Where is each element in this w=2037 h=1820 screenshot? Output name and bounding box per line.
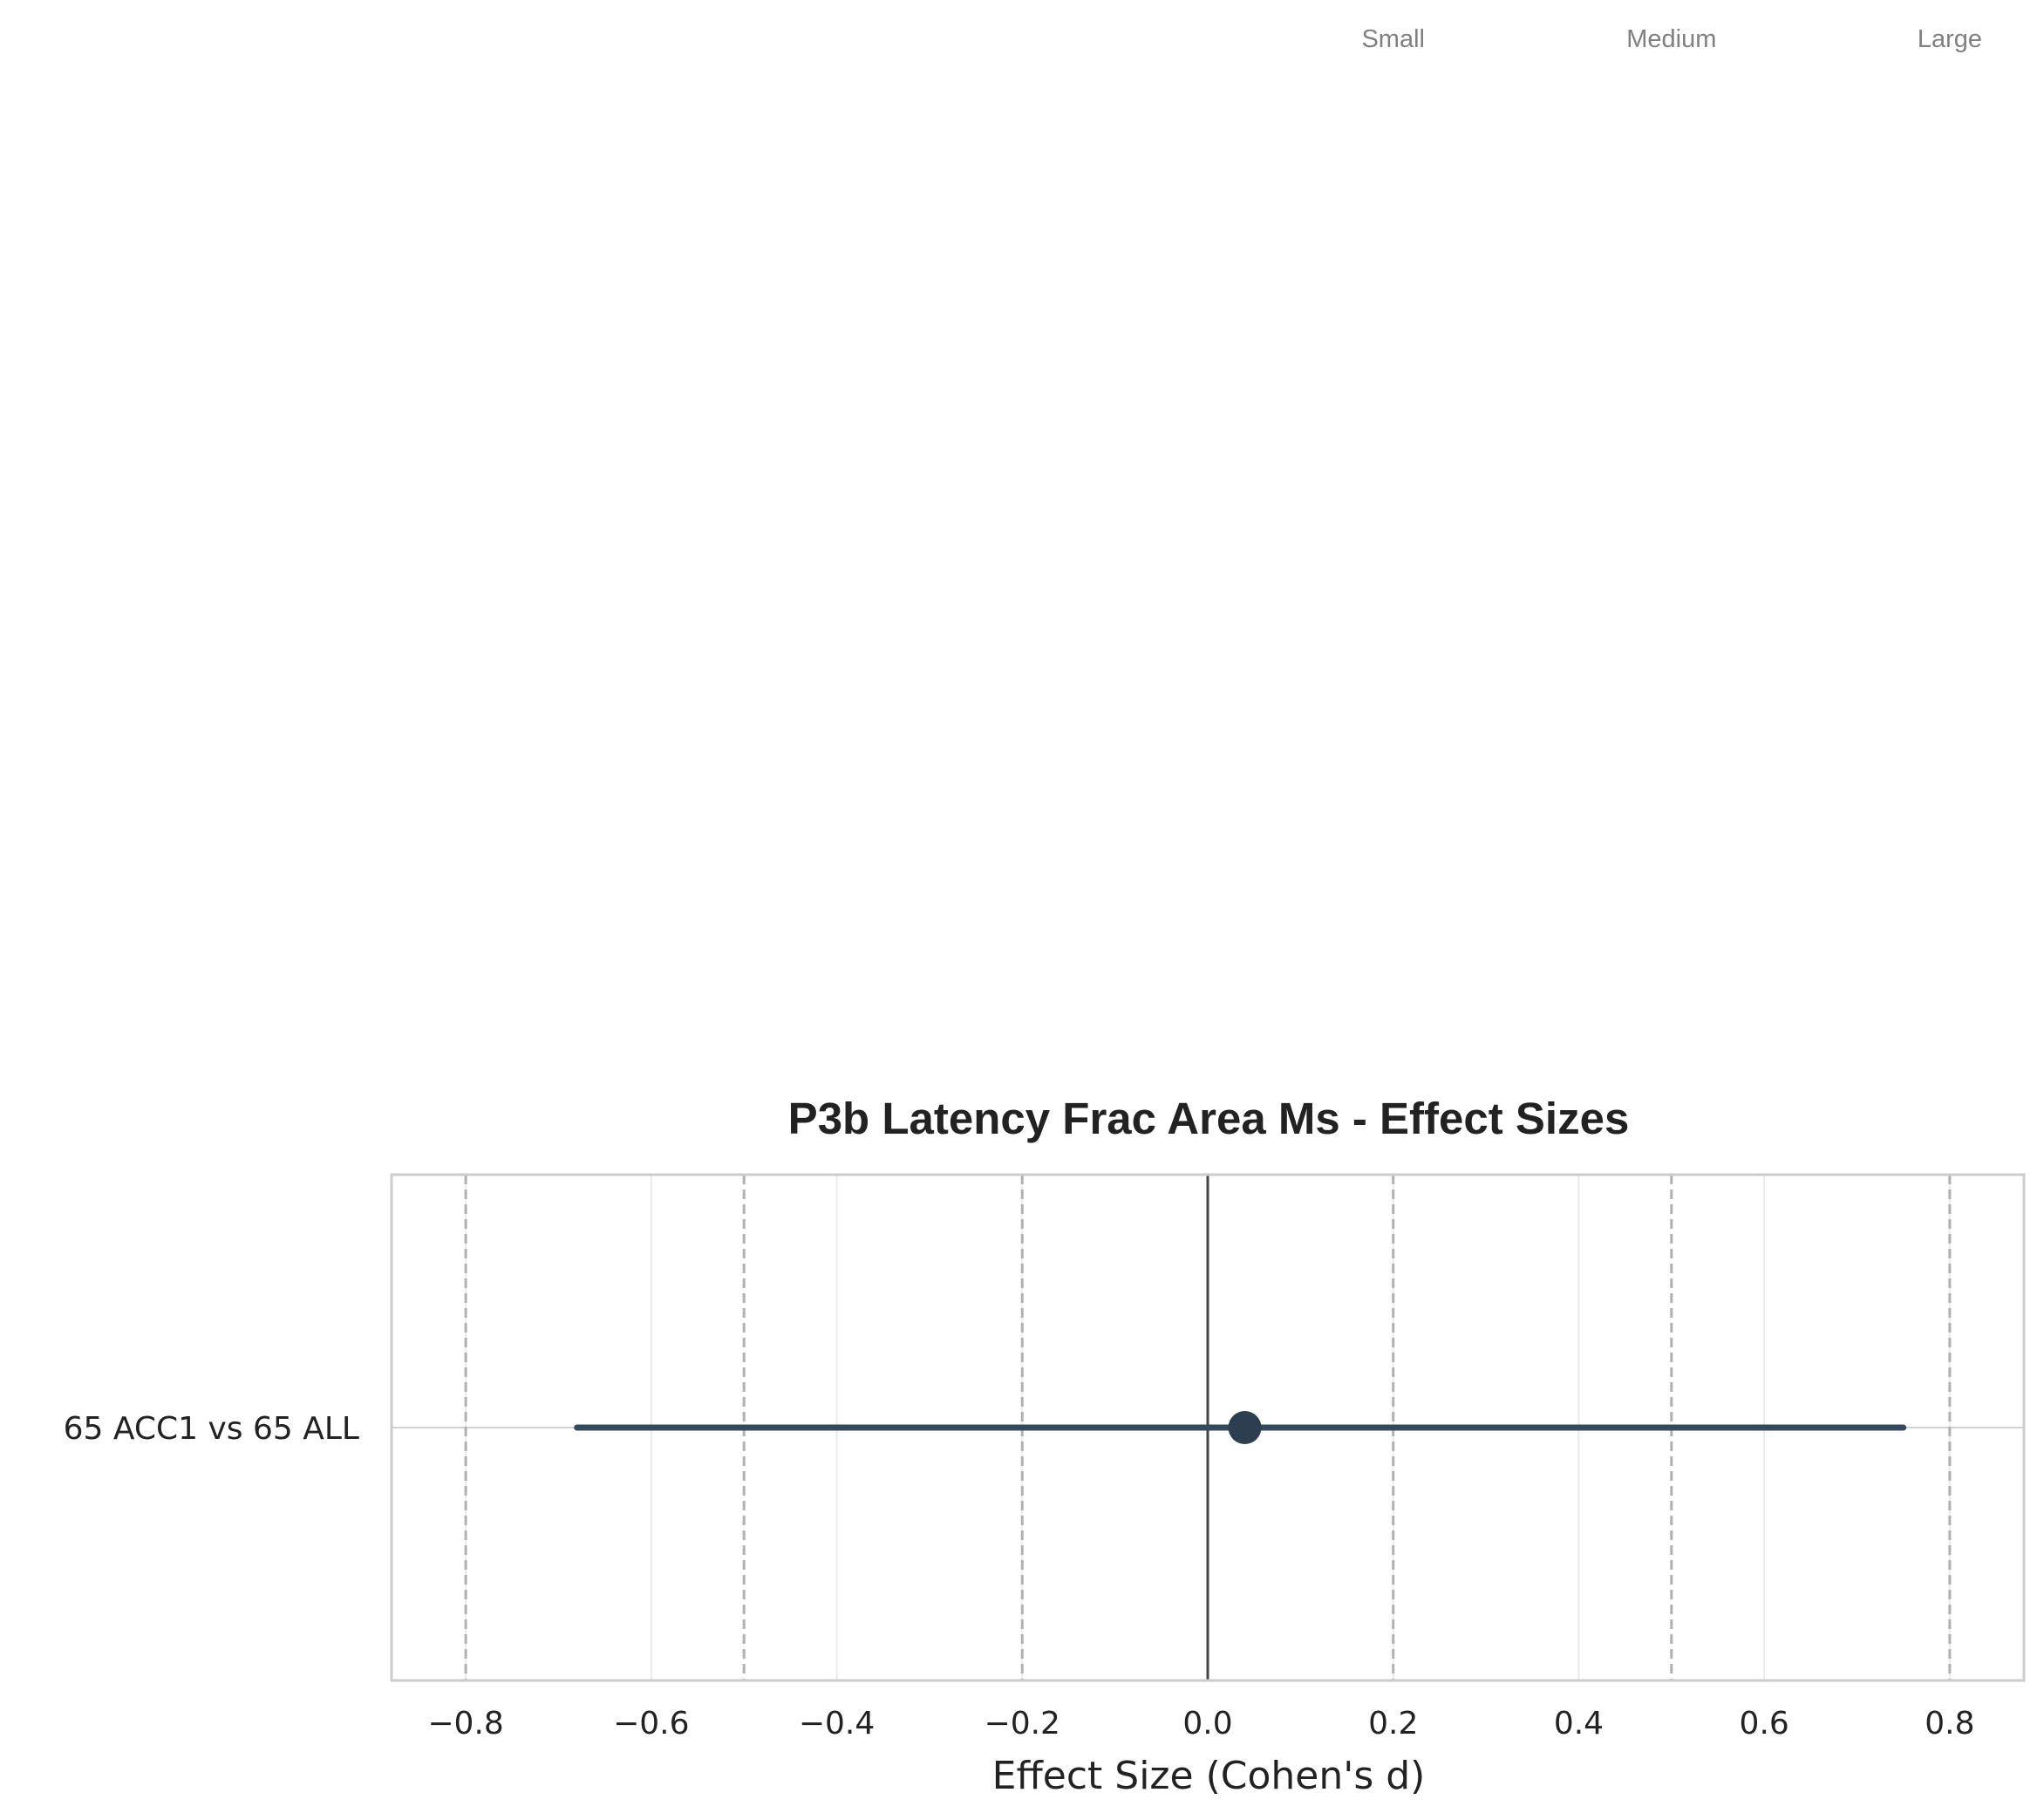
effect-size-point <box>1228 1411 1262 1444</box>
x-tick-label: −0.2 <box>984 1706 1060 1742</box>
x-tick-label: 0.2 <box>1368 1706 1418 1742</box>
threshold-labels: Small Medium Large <box>1361 25 1982 53</box>
plot-frame <box>390 1173 2026 1682</box>
x-axis-label: Effect Size (Cohen's d) <box>992 1754 1426 1798</box>
x-tick-label: 0.8 <box>1925 1706 1974 1742</box>
y-category-labels: 65 ACC1 vs 65 ALL <box>64 1411 359 1447</box>
x-tick-label: −0.4 <box>799 1706 875 1742</box>
x-tick-label: 0.0 <box>1182 1706 1232 1742</box>
data-marks <box>574 1175 1907 1680</box>
x-tick-labels: −0.8 −0.6 −0.4 −0.2 0.0 0.2 0.4 0.6 0.8 <box>427 1706 1974 1742</box>
chart-title: P3b Latency Frac Area Ms - Effect Sizes <box>788 1094 1630 1143</box>
threshold-label: Medium <box>1626 25 1716 53</box>
x-tick-label: −0.6 <box>613 1706 689 1742</box>
threshold-label: Large <box>1918 25 1982 53</box>
x-tick-label: 0.6 <box>1740 1706 1789 1742</box>
x-tick-label: −0.8 <box>427 1706 503 1742</box>
threshold-label: Small <box>1361 25 1425 53</box>
comparison-label: 65 ACC1 vs 65 ALL <box>64 1411 359 1447</box>
x-tick-label: 0.4 <box>1554 1706 1604 1742</box>
